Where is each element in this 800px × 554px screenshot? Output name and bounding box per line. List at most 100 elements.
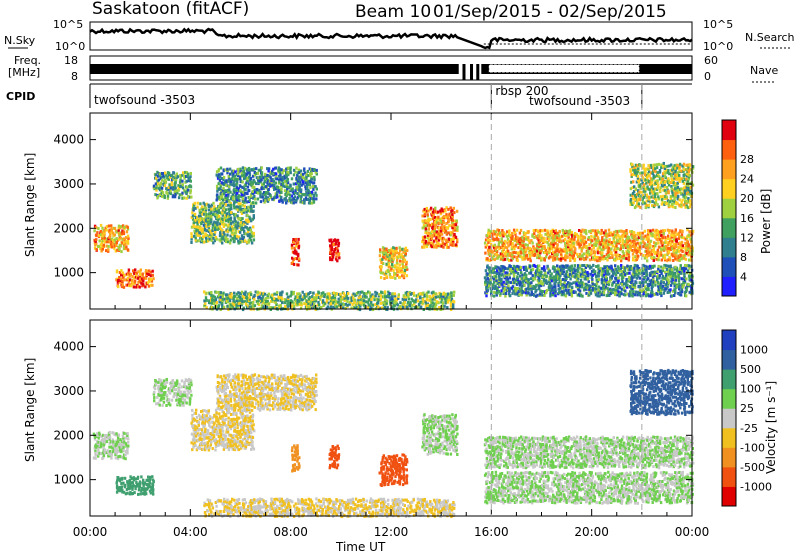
echo-cell xyxy=(298,303,301,306)
echo-cell xyxy=(258,179,261,183)
echo-cell xyxy=(216,220,219,224)
echo-cell xyxy=(305,305,309,309)
echo-cell xyxy=(422,223,426,227)
echo-cell xyxy=(256,290,260,294)
echo-cell xyxy=(293,250,296,254)
echo-cell xyxy=(209,221,212,225)
echo-cell xyxy=(299,169,303,173)
echo-cell xyxy=(436,220,439,224)
echo-cell xyxy=(93,229,96,233)
echo-cell xyxy=(439,209,442,213)
echo-cell xyxy=(626,271,629,275)
echo-cell xyxy=(113,242,116,246)
echo-cell xyxy=(298,292,301,296)
echo-cell xyxy=(564,272,568,276)
echo-cell xyxy=(196,228,200,232)
echo-cell xyxy=(603,238,606,242)
echo-cell xyxy=(128,274,131,278)
echo-cell xyxy=(379,258,382,262)
echo-cell xyxy=(233,200,237,204)
echo-cell xyxy=(213,214,217,218)
echo-cell xyxy=(244,225,247,229)
echo-cell xyxy=(233,303,237,307)
echo-cell xyxy=(402,255,405,259)
echo-cell xyxy=(663,253,667,257)
echo-cell xyxy=(227,223,230,227)
echo-cell xyxy=(236,167,240,171)
echo-cell xyxy=(128,284,131,288)
echo-cell xyxy=(209,229,212,233)
echo-cell xyxy=(218,234,222,238)
echo-cell xyxy=(226,233,229,237)
echo-cell xyxy=(280,187,283,191)
echo-cell xyxy=(403,300,407,304)
echo-cell xyxy=(294,299,298,303)
echo-cell xyxy=(142,279,145,283)
freq-tick-bottom-right: 0 xyxy=(704,70,711,83)
noise-tick-bottom-right: 10^0 xyxy=(703,40,733,53)
echo-cell xyxy=(191,211,194,215)
echo-cell xyxy=(593,254,596,258)
echo-cell xyxy=(183,176,186,180)
echo-cell xyxy=(227,240,230,244)
echo-cell xyxy=(226,197,229,201)
echo-cell xyxy=(667,278,670,282)
echo-cell xyxy=(393,253,397,257)
echo-cell xyxy=(218,293,221,297)
echo-cell xyxy=(103,236,106,240)
echo-cell xyxy=(247,195,250,199)
echo-cell xyxy=(402,265,405,268)
echo-cell xyxy=(249,301,253,305)
echo-cell xyxy=(337,297,340,301)
echo-cell xyxy=(305,292,308,296)
echo-cell xyxy=(101,231,104,235)
echo-cell xyxy=(203,290,206,294)
echo-cell xyxy=(234,170,237,174)
echo-cell xyxy=(193,212,197,216)
echo-cell xyxy=(224,293,228,297)
echo-cell xyxy=(201,229,204,233)
echo-cell xyxy=(249,228,253,232)
echo-cell xyxy=(239,295,242,299)
echo-cell xyxy=(234,193,238,197)
echo-cell xyxy=(427,227,430,231)
echo-cell xyxy=(240,195,243,199)
echo-cell xyxy=(210,218,213,222)
echo-cell xyxy=(236,177,239,181)
echo-cell xyxy=(579,257,582,261)
echo-cell xyxy=(248,170,251,174)
echo-cell xyxy=(306,193,309,197)
echo-cell xyxy=(388,257,391,260)
echo-cell xyxy=(224,235,228,239)
echo-cell xyxy=(335,255,338,259)
echo-cell xyxy=(573,247,577,251)
echo-cell xyxy=(259,200,263,204)
echo-cell xyxy=(276,195,279,199)
echo-cell xyxy=(239,179,243,183)
echo-cell xyxy=(286,304,290,308)
echo-cell xyxy=(162,182,165,186)
echo-cell xyxy=(219,297,222,301)
echo-cell xyxy=(426,233,430,237)
echo-cell xyxy=(237,208,240,212)
echo-cell xyxy=(243,239,247,243)
echo-cell xyxy=(229,182,232,186)
echo-cell xyxy=(257,168,261,172)
echo-cell xyxy=(490,290,493,294)
echo-cell xyxy=(206,234,209,237)
echo-cell xyxy=(127,236,130,240)
echo-cell xyxy=(226,300,230,304)
echo-cell xyxy=(516,259,519,262)
echo-cell xyxy=(234,197,238,201)
echo-cell xyxy=(588,258,592,262)
echo-cell xyxy=(642,240,645,244)
echo-cell xyxy=(400,253,403,257)
echo-cell xyxy=(626,283,629,287)
echo-cell xyxy=(272,198,275,202)
echo-cell xyxy=(252,209,255,213)
echo-cell xyxy=(647,248,650,252)
echo-cell xyxy=(169,175,172,179)
noise-strip: N.Sky 10^5 10^0 10^5 10^0 N.Search xyxy=(4,18,795,53)
echo-cell xyxy=(193,231,197,235)
echo-cell xyxy=(174,192,177,196)
